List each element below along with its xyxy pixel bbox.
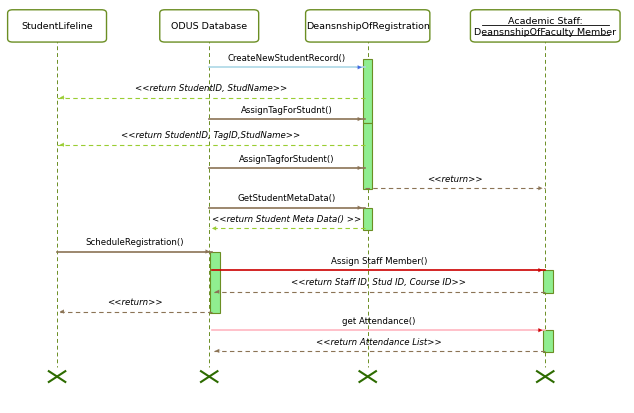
FancyBboxPatch shape bbox=[8, 11, 107, 43]
Text: ScheduleRegistration(): ScheduleRegistration() bbox=[86, 237, 184, 247]
Text: DeansnshipOfRegistration: DeansnshipOfRegistration bbox=[306, 22, 430, 31]
Text: ODUS Database: ODUS Database bbox=[171, 22, 247, 31]
Text: <<return StudentID, TagID,StudName>>: <<return StudentID, TagID,StudName>> bbox=[121, 131, 301, 140]
Text: <<return Attendance List>>: <<return Attendance List>> bbox=[316, 337, 442, 346]
Bar bbox=[363, 60, 372, 124]
FancyBboxPatch shape bbox=[160, 11, 259, 43]
Text: <<return StudentID, StudName>>: <<return StudentID, StudName>> bbox=[134, 84, 287, 93]
Text: <<return Staff ID, Stud ID, Course ID>>: <<return Staff ID, Stud ID, Course ID>> bbox=[291, 278, 467, 287]
FancyBboxPatch shape bbox=[470, 11, 620, 43]
Text: Assign Staff Member(): Assign Staff Member() bbox=[330, 256, 427, 265]
Text: Academic Staff:
DeansnshipOfFaculty Member: Academic Staff: DeansnshipOfFaculty Memb… bbox=[474, 17, 616, 36]
Text: CreateNewStudentRecord(): CreateNewStudentRecord() bbox=[228, 54, 346, 63]
Text: <<return>>: <<return>> bbox=[107, 297, 162, 306]
Bar bbox=[363, 124, 372, 190]
Text: <<return Student Meta Data() >>: <<return Student Meta Data() >> bbox=[212, 214, 361, 223]
Text: get Attendance(): get Attendance() bbox=[342, 316, 415, 325]
Bar bbox=[543, 271, 553, 293]
Bar bbox=[210, 252, 220, 313]
Text: StudentLifeline: StudentLifeline bbox=[22, 22, 93, 31]
Text: <<return>>: <<return>> bbox=[427, 174, 482, 183]
Text: AssignTagforStudent(): AssignTagforStudent() bbox=[239, 154, 335, 163]
Bar bbox=[543, 330, 553, 352]
Text: AssignTagForStudnt(): AssignTagForStudnt() bbox=[241, 105, 333, 114]
FancyBboxPatch shape bbox=[306, 11, 430, 43]
Text: GetStudentMetaData(): GetStudentMetaData() bbox=[238, 194, 336, 203]
Bar bbox=[363, 208, 372, 230]
